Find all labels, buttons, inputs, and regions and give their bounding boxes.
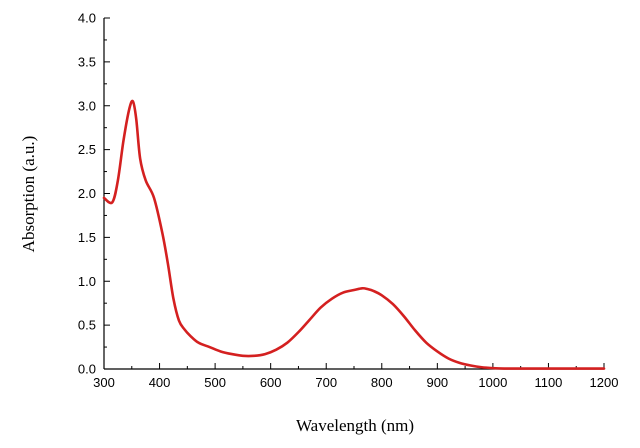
y-tick-label: 3.5: [78, 54, 96, 69]
x-tick-label: 800: [371, 375, 393, 390]
x-tick-label: 600: [260, 375, 282, 390]
x-tick-label: 500: [204, 375, 226, 390]
x-tick-label: 1100: [534, 375, 562, 390]
y-tick-label: 0.5: [78, 318, 96, 333]
absorption-series-line: [102, 99, 606, 370]
y-tick-label: 2.0: [78, 186, 96, 201]
x-tick-label: 900: [426, 375, 448, 390]
y-axis-title: Absorption (a.u.): [19, 136, 38, 253]
y-tick-label: 0.0: [78, 362, 96, 377]
y-tick-label: 3.0: [78, 98, 96, 113]
y-tick-label: 1.0: [78, 274, 96, 289]
y-tick-label: 2.5: [78, 142, 96, 157]
x-tick-label: 300: [93, 375, 115, 390]
x-tick-label: 1000: [478, 375, 507, 390]
x-tick-label: 1200: [590, 375, 619, 390]
x-axis-title: Wavelength (nm): [296, 416, 414, 435]
y-tick-label: 4.0: [78, 11, 96, 26]
x-tick-label: 400: [149, 375, 171, 390]
x-tick-label: 700: [315, 375, 337, 390]
series-group: [102, 99, 606, 370]
y-tick-label: 1.5: [78, 230, 96, 245]
axes-group: 300 400 500 600 700 800 900 1000 1100 1200 0.0 0.5 1…: [78, 11, 619, 391]
